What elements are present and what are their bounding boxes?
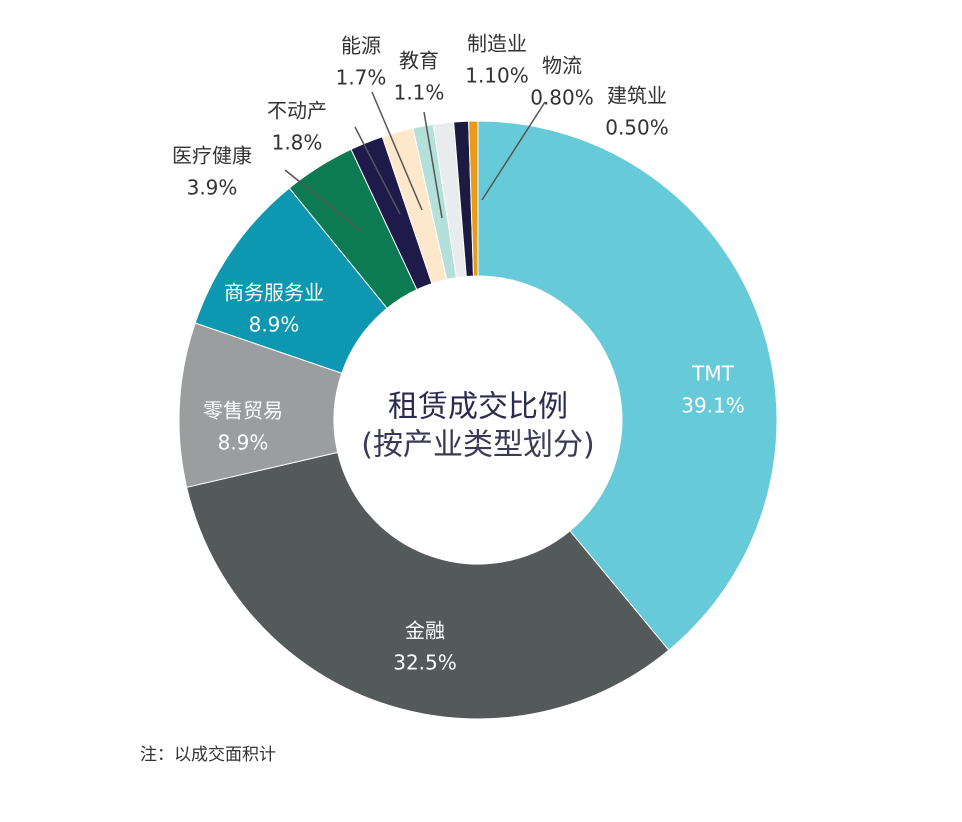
category-label: TMT — [691, 362, 734, 386]
category-label: 金融 — [405, 619, 445, 643]
value-label: 8.9% — [249, 313, 300, 337]
note: 注：以成交面积计 — [140, 745, 276, 765]
category-label: 不动产 — [267, 99, 327, 123]
segments — [178, 120, 778, 720]
category-label: 建筑业 — [607, 84, 667, 108]
value-label: 0.50% — [605, 116, 669, 140]
category-label: 零售贸易 — [203, 399, 283, 423]
value-label: 0.80% — [530, 86, 594, 110]
value-label: 39.1% — [681, 394, 745, 418]
category-label: 商务服务业 — [224, 281, 324, 305]
value-label: 1.10% — [465, 64, 529, 88]
category-label: 医疗健康 — [172, 144, 252, 168]
category-label: 物流 — [542, 54, 582, 78]
donut-segment — [186, 451, 670, 720]
leader-line — [354, 126, 401, 215]
value-label: 1.8% — [272, 131, 323, 155]
category-label: 制造业 — [467, 32, 527, 56]
leader-lines — [284, 91, 546, 233]
chart-title: 租赁成交比例 — [388, 390, 568, 425]
value-label: 1.1% — [394, 81, 445, 105]
leader-line — [284, 169, 363, 233]
donut-segment — [468, 120, 479, 277]
value-label: 8.9% — [218, 431, 269, 455]
category-label: 能源 — [341, 34, 381, 58]
value-label: 3.9% — [187, 176, 238, 200]
value-label: 32.5% — [393, 651, 457, 675]
leader-line — [371, 91, 423, 211]
leader-line — [481, 101, 546, 201]
leader-line — [423, 111, 443, 219]
value-label: 1.7% — [336, 66, 387, 90]
category-label: 教育 — [399, 49, 439, 73]
chart-subtitle: (按产业类型划分) — [361, 428, 594, 463]
donut-segment — [477, 120, 778, 651]
